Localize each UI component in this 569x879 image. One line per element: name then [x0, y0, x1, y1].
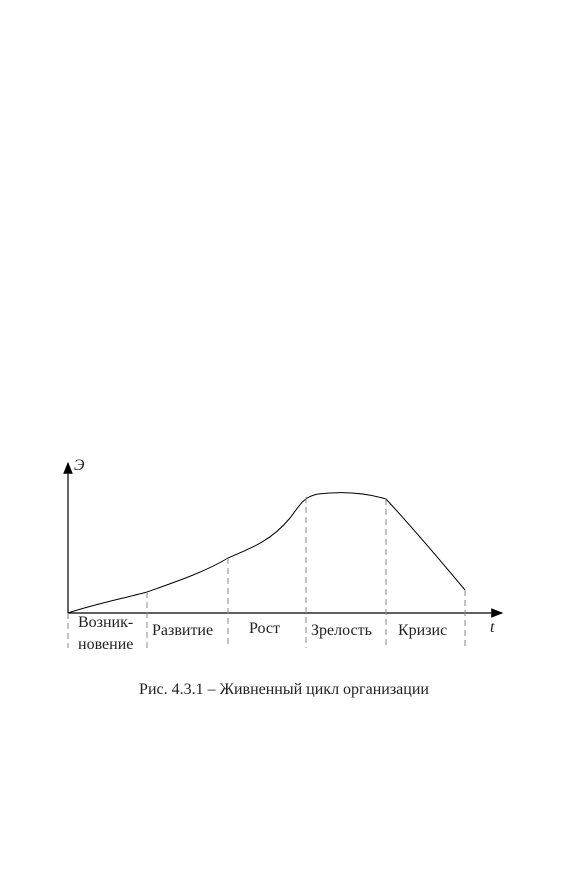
life-cycle-curve [67, 492, 466, 614]
caption: Рис. 4.3.1 – Живненный цикл организации [139, 681, 429, 698]
stage-label: Возник- [78, 614, 133, 631]
stage-label: Кризис [398, 622, 447, 639]
stage-label: Рост [249, 620, 280, 637]
stage-label: Зрелость [311, 622, 372, 639]
stage-dividers [67, 497, 466, 648]
stage-label: новение [78, 636, 133, 653]
stage-label: Развитие [152, 622, 213, 639]
y-axis-label: Э [74, 457, 85, 474]
x-axis-label: t [490, 619, 495, 636]
